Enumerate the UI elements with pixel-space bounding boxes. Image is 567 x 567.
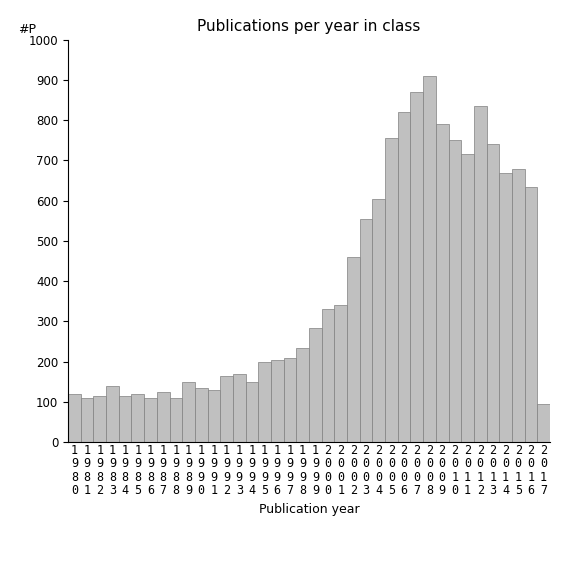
Bar bbox=[359, 219, 373, 442]
Bar bbox=[373, 198, 385, 442]
Bar bbox=[474, 106, 486, 442]
Bar bbox=[461, 154, 474, 442]
Bar bbox=[486, 145, 500, 442]
Bar bbox=[500, 172, 512, 442]
Bar bbox=[259, 362, 271, 442]
Title: Publications per year in class: Publications per year in class bbox=[197, 19, 421, 35]
Bar bbox=[297, 348, 309, 442]
Bar bbox=[385, 138, 398, 442]
Bar bbox=[284, 358, 297, 442]
Bar bbox=[411, 92, 423, 442]
Bar bbox=[220, 376, 233, 442]
Bar bbox=[398, 112, 411, 442]
Bar bbox=[208, 390, 220, 442]
Bar bbox=[170, 398, 182, 442]
Bar bbox=[436, 124, 448, 442]
Bar bbox=[423, 76, 436, 442]
Bar bbox=[106, 386, 119, 442]
Bar bbox=[271, 359, 284, 442]
Bar bbox=[246, 382, 259, 442]
Bar bbox=[144, 398, 157, 442]
Bar bbox=[538, 404, 550, 442]
Bar bbox=[335, 306, 347, 442]
Y-axis label: #P: #P bbox=[18, 23, 36, 36]
Bar bbox=[157, 392, 170, 442]
Bar bbox=[512, 168, 524, 442]
Bar bbox=[309, 328, 321, 442]
Bar bbox=[68, 394, 81, 442]
Bar bbox=[195, 388, 208, 442]
Bar bbox=[448, 141, 461, 442]
Bar bbox=[321, 310, 335, 442]
X-axis label: Publication year: Publication year bbox=[259, 503, 359, 516]
Bar bbox=[94, 396, 106, 442]
Bar bbox=[182, 382, 195, 442]
Bar bbox=[233, 374, 246, 442]
Bar bbox=[347, 257, 359, 442]
Bar bbox=[81, 398, 94, 442]
Bar bbox=[132, 394, 144, 442]
Bar bbox=[524, 187, 538, 442]
Bar bbox=[119, 396, 132, 442]
